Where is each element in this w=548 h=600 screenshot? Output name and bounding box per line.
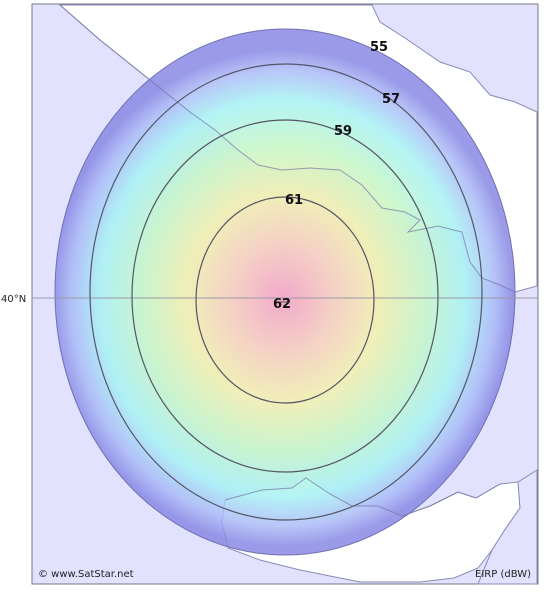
contour-line-57 <box>89 63 483 521</box>
contour-line-59 <box>131 119 439 473</box>
contour-line-61 <box>195 196 375 404</box>
contour-label-59: 59 <box>334 124 352 139</box>
contour-label-57: 57 <box>382 92 400 107</box>
credit-text: © www.SatStar.net <box>38 569 134 580</box>
latitude-label: 40°N <box>1 294 26 305</box>
southeast-landmass <box>477 469 538 585</box>
south-coastline-overlay <box>224 477 501 517</box>
beam-footprint <box>54 28 516 556</box>
legend-unit-text: EIRP (dBW) <box>475 569 531 580</box>
contour-label-62: 62 <box>273 297 291 312</box>
contour-label-55: 55 <box>370 40 388 55</box>
contour-label-61: 61 <box>285 193 303 208</box>
